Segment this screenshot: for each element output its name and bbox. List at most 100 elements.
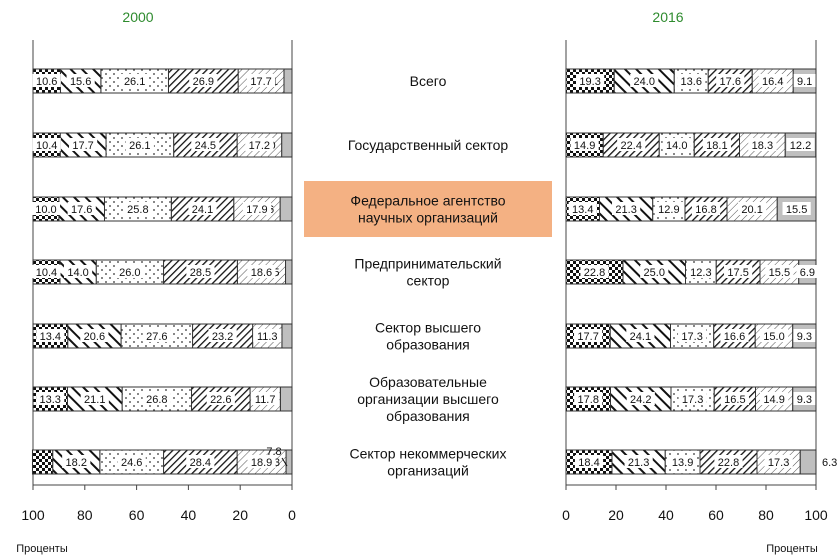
data-label: 16.8: [695, 204, 716, 216]
bar-segment: [95, 259, 165, 285]
bar-segment: [279, 386, 293, 412]
data-label-background: [702, 138, 731, 151]
axis-unit-label: Проценты: [16, 543, 68, 555]
data-label: 18.6: [251, 267, 272, 279]
data-label: 28.5: [190, 267, 211, 279]
data-label: 7.8: [266, 446, 281, 458]
bar-segment: [285, 259, 293, 285]
data-label-background: [738, 202, 767, 215]
data-label-background: [189, 74, 218, 87]
data-label: 12.9: [658, 204, 679, 216]
category-label: Образовательные: [369, 374, 487, 390]
category-label: образования: [386, 408, 469, 424]
category-label: образования: [386, 337, 469, 353]
data-label-background: [786, 138, 815, 151]
x-tick-label: 100: [804, 507, 828, 523]
data-label-background: [576, 74, 605, 87]
data-label-background: [574, 455, 604, 468]
data-label: 26.1: [124, 76, 145, 88]
data-label-background: [626, 329, 655, 342]
data-label: 17.3: [681, 331, 702, 343]
data-label: 15.6: [70, 76, 91, 88]
data-label-background: [630, 74, 659, 87]
data-label: 17.6: [720, 76, 741, 88]
data-label: 26.8: [146, 394, 167, 406]
data-label-background: [63, 265, 93, 278]
data-label-background: [120, 74, 149, 87]
data-label-background: [206, 392, 235, 405]
data-label-background: [678, 329, 707, 342]
data-label-background: [208, 329, 237, 342]
data-label: 27.6: [146, 331, 167, 343]
data-label: 9.3: [797, 331, 812, 343]
bar-segment: [565, 449, 613, 475]
data-label-background: [748, 138, 777, 151]
category-label: Федеральное агентство: [350, 193, 505, 209]
data-label: 9.3: [797, 394, 812, 406]
data-label-background: [115, 265, 144, 278]
data-label-background: [758, 74, 787, 87]
panel-title-2000: 2000: [122, 9, 153, 25]
data-label: 18.9: [251, 457, 272, 469]
data-label-background: [31, 202, 61, 215]
data-label-background: [724, 265, 753, 278]
data-label-background: [764, 455, 793, 468]
data-label: 28.4: [190, 457, 211, 469]
x-tick-label: 80: [758, 507, 774, 523]
data-label-background: [654, 202, 683, 215]
data-label: 18.1: [706, 140, 727, 152]
data-label: 17.8: [578, 394, 599, 406]
data-label-background: [691, 202, 721, 215]
axis-unit-label: Проценты: [766, 543, 818, 555]
data-label: 13.4: [572, 204, 593, 216]
data-label-background: [796, 265, 819, 278]
category-label: научных организаций: [358, 210, 498, 226]
data-label: 17.6: [71, 204, 92, 216]
data-label: 17.9: [246, 204, 267, 216]
data-label-background: [765, 265, 794, 278]
data-label-background: [36, 329, 65, 342]
data-label: 20.1: [741, 204, 762, 216]
data-label-background: [793, 74, 816, 87]
data-label: 18.4: [578, 457, 599, 469]
data-label-background: [716, 74, 745, 87]
highlight-box: [304, 181, 552, 237]
data-label: 11.7: [255, 394, 276, 406]
data-label: 14.0: [67, 267, 88, 279]
data-label: 13.4: [40, 331, 61, 343]
data-label-background: [574, 392, 603, 405]
data-label-background: [191, 138, 220, 151]
category-label: организаций: [387, 463, 469, 479]
data-label: 21.3: [628, 457, 649, 469]
data-label: 24.1: [192, 204, 213, 216]
data-label-background: [570, 138, 599, 151]
category-label: сектор: [407, 273, 450, 289]
leader-line: [281, 457, 288, 467]
x-tick-label: 20: [232, 507, 248, 523]
x-tick-label: 100: [21, 507, 45, 523]
data-label: 26.9: [193, 76, 214, 88]
data-label-background: [32, 138, 61, 151]
data-label: 12.3: [690, 267, 711, 279]
data-label-background: [720, 392, 749, 405]
data-label: 19.3: [579, 76, 600, 88]
data-label-background: [760, 392, 789, 405]
data-label-background: [686, 265, 715, 278]
data-label-background: [793, 392, 816, 405]
data-label-background: [678, 392, 707, 405]
data-label-background: [626, 392, 655, 405]
data-label: 22.6: [210, 394, 231, 406]
data-label-background: [247, 265, 276, 278]
data-label: 24.2: [630, 394, 651, 406]
data-label: 24.0: [634, 76, 655, 88]
data-label-background: [246, 74, 276, 87]
x-tick-label: 40: [181, 507, 197, 523]
data-label-background: [568, 202, 597, 215]
data-label: 17.2: [249, 140, 270, 152]
category-label: Предпринимательский: [354, 256, 501, 272]
data-label: 22.8: [584, 267, 605, 279]
data-label-background: [782, 202, 811, 215]
category-label: Сектор высшего: [375, 320, 481, 336]
data-label-background: [640, 265, 669, 278]
